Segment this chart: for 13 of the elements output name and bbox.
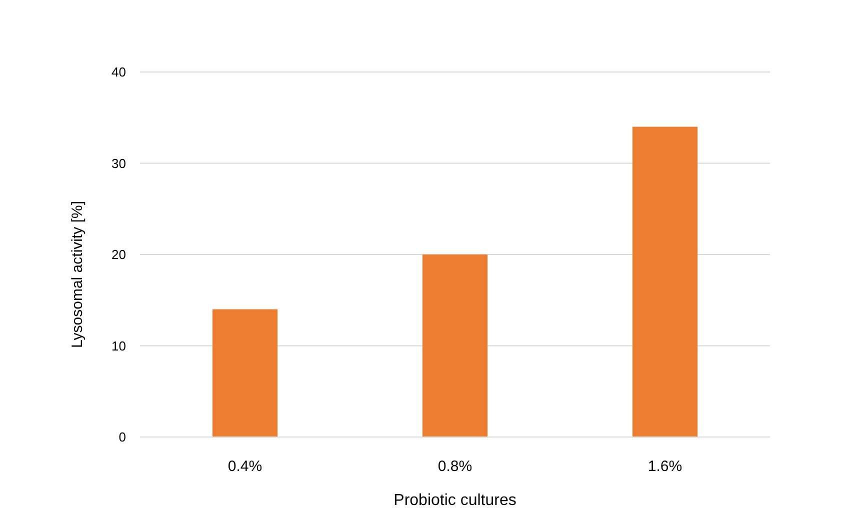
y-tick-label: 0 bbox=[118, 430, 126, 445]
y-tick-label: 20 bbox=[112, 247, 126, 262]
y-axis-title: Lysosomal activity [%] bbox=[69, 201, 86, 348]
x-tick-label: 0.8% bbox=[438, 458, 472, 475]
bar bbox=[632, 126, 698, 437]
x-tick-label: 0.4% bbox=[228, 458, 262, 475]
x-tick-label: 1.6% bbox=[648, 458, 682, 475]
y-tick-label: 30 bbox=[112, 156, 126, 171]
y-tick-label: 10 bbox=[112, 338, 126, 354]
y-tick-label: 40 bbox=[112, 64, 126, 80]
bar bbox=[422, 254, 488, 437]
x-axis-title: Probiotic cultures bbox=[394, 492, 516, 509]
bar bbox=[212, 309, 278, 437]
